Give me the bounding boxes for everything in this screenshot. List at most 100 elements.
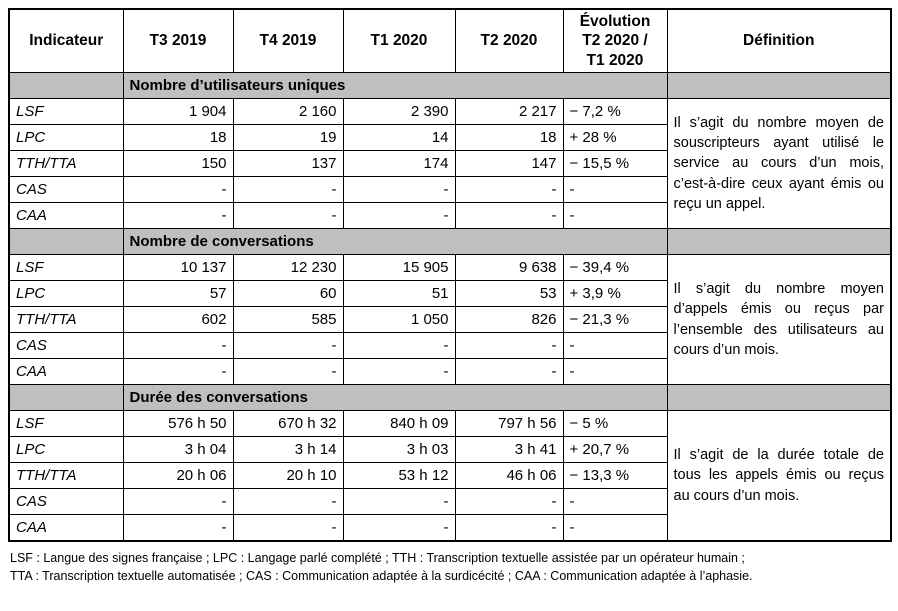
value-cell: 20 h 06 — [122, 462, 234, 490]
value-cell: 57 — [122, 280, 234, 308]
evolution-cell: + 20,7 % — [562, 436, 668, 464]
column-header-t2-2020: T2 2020 — [454, 8, 564, 74]
value-cell: 797 h 56 — [454, 410, 564, 438]
evolution-cell: - — [562, 514, 668, 542]
value-cell: 53 h 12 — [342, 462, 456, 490]
definition-cell: Il s’agit de la durée totale de tous les… — [666, 410, 892, 542]
indicator-cell: LSF — [8, 254, 124, 282]
definition-cell: Il s’agit du nombre moyen d’appels émis … — [666, 254, 892, 386]
section-spacer-cell — [666, 384, 892, 412]
value-cell: - — [232, 514, 344, 542]
footnote-line-1: LSF : Langue des signes française ; LPC … — [10, 550, 745, 565]
value-cell: 20 h 10 — [232, 462, 344, 490]
value-cell: 53 — [454, 280, 564, 308]
value-cell: - — [232, 358, 344, 386]
column-header-t4-2019: T4 2019 — [232, 8, 344, 74]
value-cell: - — [454, 488, 564, 516]
value-cell: 147 — [454, 150, 564, 178]
indicator-cell: LSF — [8, 98, 124, 126]
value-cell: - — [342, 202, 456, 230]
section-spacer-cell — [8, 384, 124, 412]
section-title: Nombre de conversations — [122, 228, 668, 256]
section-row: Nombre de conversations — [8, 228, 892, 256]
column-header-indicateur: Indicateur — [8, 8, 124, 74]
value-cell: - — [342, 488, 456, 516]
section-spacer-cell — [8, 228, 124, 256]
value-cell: 46 h 06 — [454, 462, 564, 490]
value-cell: - — [122, 332, 234, 360]
indicator-cell: TTH/TTA — [8, 306, 124, 334]
value-cell: 840 h 09 — [342, 410, 456, 438]
table-row: LSF 576 h 50 670 h 32 840 h 09 797 h 56 … — [8, 410, 892, 542]
table-row: CAS - - - - - — [8, 488, 891, 516]
value-cell: 15 905 — [342, 254, 456, 282]
footnotes: LSF : Langue des signes française ; LPC … — [8, 549, 890, 587]
value-cell: 9 638 — [454, 254, 564, 282]
value-cell: 3 h 03 — [342, 436, 456, 464]
value-cell: 150 — [122, 150, 234, 178]
value-cell: 18 — [122, 124, 234, 152]
column-header-t3-2019: T3 2019 — [122, 8, 234, 74]
value-cell: - — [454, 202, 564, 230]
value-cell: 670 h 32 — [232, 410, 344, 438]
value-cell: 576 h 50 — [122, 410, 234, 438]
value-cell: - — [122, 202, 234, 230]
table-row: CAA - - - - - — [8, 514, 891, 542]
indicator-cell: CAS — [8, 332, 124, 360]
section-spacer-cell — [666, 72, 892, 100]
value-cell: 3 h 14 — [232, 436, 344, 464]
indicator-cell: LPC — [8, 280, 124, 308]
indicator-cell: LSF — [8, 410, 124, 438]
section-title: Durée des conversations — [122, 384, 668, 412]
value-cell: - — [454, 176, 564, 204]
indicator-cell: TTH/TTA — [8, 150, 124, 178]
value-cell: 174 — [342, 150, 456, 178]
column-header-evolution: Évolution T2 2020 / T1 2020 — [562, 8, 668, 74]
evolution-cell: - — [562, 202, 668, 230]
indicator-cell: LPC — [8, 436, 124, 464]
evolution-cell: - — [562, 358, 668, 386]
value-cell: 2 217 — [454, 98, 564, 126]
value-cell: 10 137 — [122, 254, 234, 282]
value-cell: 12 230 — [232, 254, 344, 282]
definition-cell: Il s’agit du nombre moyen de souscripteu… — [666, 98, 892, 230]
value-cell: 602 — [122, 306, 234, 334]
value-cell: - — [454, 514, 564, 542]
value-cell: 3 h 04 — [122, 436, 234, 464]
value-cell: - — [122, 176, 234, 204]
value-cell: - — [232, 332, 344, 360]
evolution-cell: - — [562, 488, 668, 516]
evolution-cell: + 28 % — [562, 124, 668, 152]
indicator-cell: TTH/TTA — [8, 462, 124, 490]
section-spacer-cell — [666, 228, 892, 256]
value-cell: - — [454, 332, 564, 360]
table-row: CAA - - - - - — [8, 202, 891, 230]
value-cell: - — [232, 202, 344, 230]
value-cell: 19 — [232, 124, 344, 152]
indicators-table: Indicateur T3 2019 T4 2019 T1 2020 T2 20… — [8, 8, 892, 542]
evolution-cell: − 13,3 % — [562, 462, 668, 490]
value-cell: 137 — [232, 150, 344, 178]
evolution-cell: − 21,3 % — [562, 306, 668, 334]
value-cell: - — [232, 488, 344, 516]
value-cell: - — [342, 514, 456, 542]
footnote-line-2: TTA : Transcription textuelle automatisé… — [10, 569, 753, 584]
header-row: Indicateur T3 2019 T4 2019 T1 2020 T2 20… — [8, 8, 892, 74]
table-row: LSF 1 904 2 160 2 390 2 217 − 7,2 % Il s… — [8, 98, 892, 230]
evolution-cell: - — [562, 332, 668, 360]
section-row: Durée des conversations — [8, 384, 892, 412]
indicator-cell: LPC — [8, 124, 124, 152]
column-header-definition: Définition — [666, 8, 892, 74]
evolution-cell: − 7,2 % — [562, 98, 668, 126]
value-cell: 585 — [232, 306, 344, 334]
table-row: LSF 10 137 12 230 15 905 9 638 − 39,4 % … — [8, 254, 892, 386]
evolution-cell: − 39,4 % — [562, 254, 668, 282]
value-cell: - — [342, 332, 456, 360]
value-cell: - — [454, 358, 564, 386]
value-cell: - — [122, 514, 234, 542]
value-cell: - — [122, 488, 234, 516]
value-cell: 60 — [232, 280, 344, 308]
table-row: CAA - - - - - — [8, 358, 891, 386]
column-header-t1-2020: T1 2020 — [342, 8, 456, 74]
indicator-cell: CAA — [8, 202, 124, 230]
